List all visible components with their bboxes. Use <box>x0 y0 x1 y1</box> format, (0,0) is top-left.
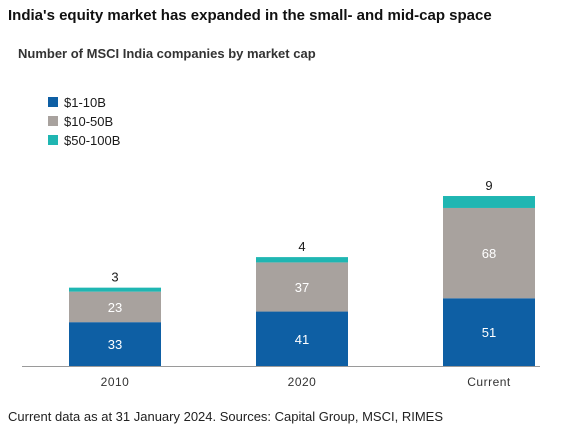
data-label-Current-1: 68 <box>482 246 496 261</box>
legend-swatch-2 <box>48 135 58 145</box>
bar-segment-2010-0 <box>69 322 161 366</box>
bar-segment-2020-2 <box>256 257 348 263</box>
x-tick-label-2: Current <box>467 375 511 389</box>
data-label-2010-0: 33 <box>108 337 122 352</box>
bar-segment-Current-2 <box>443 196 535 208</box>
legend-swatch-0 <box>48 97 58 107</box>
data-label-2020-1: 37 <box>295 280 309 295</box>
chart-title: India's equity market has expanded in th… <box>8 7 492 24</box>
data-label-2020-2: 4 <box>298 239 305 254</box>
x-tick-label-0: 2010 <box>101 375 130 389</box>
legend-swatch-1 <box>48 116 58 126</box>
legend-label-0: $1-10B <box>64 95 106 110</box>
legend-label-1: $10-50B <box>64 114 113 129</box>
data-label-2020-0: 41 <box>295 332 309 347</box>
bar-segment-2020-0 <box>256 311 348 366</box>
bar-segment-Current-0 <box>443 298 535 366</box>
bar-segment-2010-2 <box>69 287 161 292</box>
source-footnote: Current data as at 31 January 2024. Sour… <box>8 409 443 424</box>
bar-segment-2020-1 <box>256 262 348 312</box>
data-label-2010-2: 3 <box>111 270 118 285</box>
legend-label-2: $50-100B <box>64 133 120 148</box>
data-label-Current-2: 9 <box>485 178 492 193</box>
data-label-Current-0: 51 <box>482 325 496 340</box>
chart-subtitle: Number of MSCI India companies by market… <box>18 46 316 61</box>
bar-segment-2010-1 <box>69 291 161 323</box>
data-label-2010-1: 23 <box>108 300 122 315</box>
x-tick-label-1: 2020 <box>288 375 317 389</box>
bar-segment-Current-1 <box>443 207 535 299</box>
